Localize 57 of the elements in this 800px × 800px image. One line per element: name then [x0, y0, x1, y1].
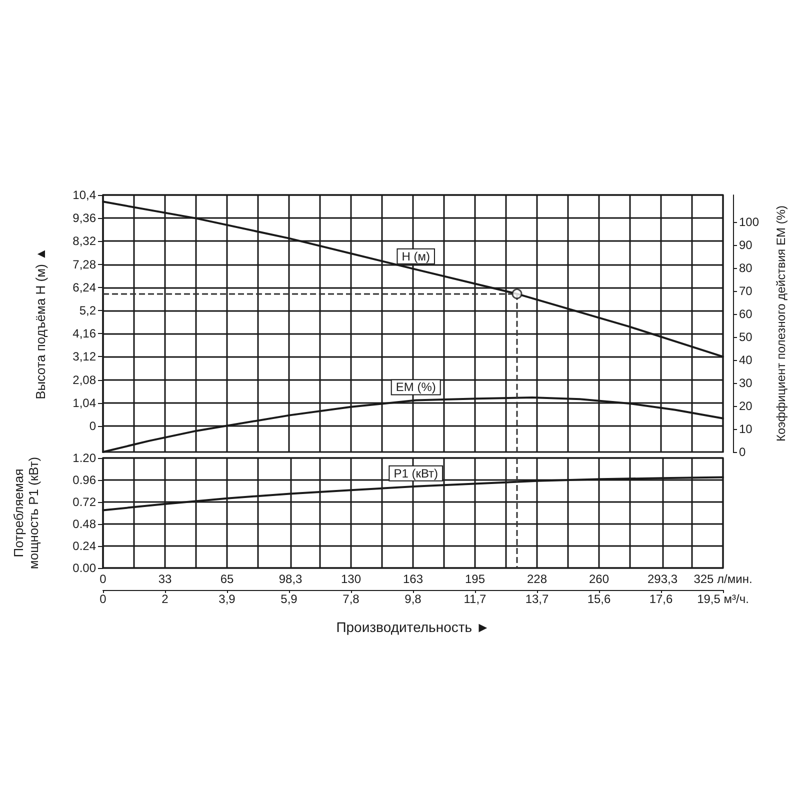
x-tick-label: 130	[340, 572, 362, 586]
y2-tick-label: 10	[739, 422, 753, 436]
x-tick-label: 293,3	[648, 572, 678, 586]
y-tick-label: 0.24	[72, 539, 96, 553]
y-tick-label: 0.48	[72, 517, 96, 531]
x-tick-label: 0	[100, 572, 107, 586]
y-tick-label: 9,36	[72, 211, 96, 226]
x-tick-label: 260	[588, 572, 610, 586]
x2-tick-label: 5,9	[280, 592, 298, 606]
y2-tick-label: 20	[739, 398, 753, 413]
y-tick-label: 0.72	[72, 495, 96, 509]
y-tick-label: 2,08	[72, 372, 96, 387]
y-tick-label: 1,04	[72, 396, 96, 410]
x-tick-label: 98,3	[278, 572, 303, 586]
y-tick-label: 0	[89, 419, 96, 434]
y-tick-label: 7,28	[72, 257, 96, 272]
y-tick-label: 0.00	[72, 561, 96, 575]
x2-tick-label: 13,7	[525, 592, 549, 606]
y-tick-label: 4,16	[72, 326, 96, 341]
x2-tick-label: 3,9	[218, 592, 236, 606]
y2-tick-label: 0	[739, 445, 746, 459]
y2-tick-label: 80	[739, 260, 753, 275]
y2-axis-title: Коэффициент полезного действия EM (%)	[774, 206, 788, 442]
y-tick-label: 10,4	[72, 188, 96, 202]
y2-tick-label: 90	[739, 238, 753, 252]
y2-tick-label: 30	[739, 376, 753, 390]
x2-tick-label: 2	[162, 592, 169, 606]
y-tick-label: 3,12	[72, 350, 96, 364]
series-label: P1 (кВт)	[394, 466, 438, 480]
x2-tick-label: 19,5 м³/ч.	[697, 592, 749, 606]
y2-tick-label: 70	[739, 284, 753, 298]
x-tick-label: 163	[402, 572, 424, 586]
x-tick-label: 325 л/мин.	[694, 572, 752, 586]
y-tick-label: 0.96	[72, 473, 96, 487]
y2-tick-label: 40	[739, 352, 753, 367]
x-tick-label: 195	[464, 572, 486, 586]
x2-tick-label: 9,8	[404, 592, 422, 606]
x-tick-label: 33	[158, 572, 172, 586]
y-tick-label: 5,2	[79, 304, 96, 318]
y-axis-title: Потребляемая мощность P1 (кВт)	[11, 456, 41, 570]
y-tick-label: 1.20	[72, 451, 96, 465]
y2-tick-label: 100	[739, 214, 760, 229]
x-tick-label: 65	[220, 572, 234, 586]
y2-tick-label: 60	[739, 306, 753, 321]
x2-tick-label: 7,8	[342, 592, 360, 606]
x2-tick-label: 17,6	[649, 592, 673, 606]
x2-tick-label: 15,6	[587, 592, 611, 606]
series-label: EM (%)	[396, 380, 436, 394]
series-label: H (м)	[402, 249, 430, 264]
x-axis-title: Производительность ►	[336, 619, 490, 635]
y2-tick-label: 50	[739, 330, 753, 344]
y-axis-title: Высота подъёма H (м) ▲	[33, 248, 48, 400]
y-tick-label: 6,24	[72, 280, 96, 294]
x2-tick-label: 0	[100, 592, 107, 606]
x2-tick-label: 11,7	[464, 592, 487, 606]
x-tick-label: 228	[526, 572, 548, 586]
y-tick-label: 8,32	[72, 234, 96, 248]
